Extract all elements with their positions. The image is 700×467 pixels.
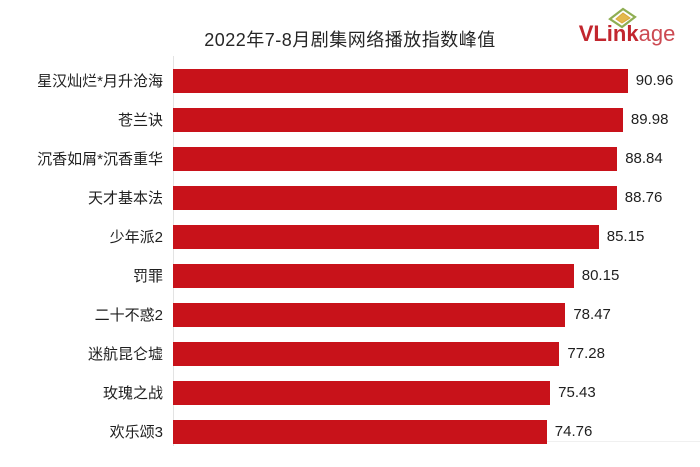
chart-row: 玫瑰之战 75.43 — [0, 373, 700, 412]
chart-row: 欢乐颂3 74.76 — [0, 412, 700, 451]
vlinkage-logo: VLinkage — [568, 6, 686, 45]
bar — [173, 341, 560, 366]
bar-value-label: 89.98 — [630, 111, 669, 128]
bar-category-label: 迷航昆仑墟 — [87, 346, 163, 363]
bar-chart: 星汉灿烂*月升沧海 90.96 苍兰诀 89.98 沉香如屑*沉香重华 88.8… — [0, 56, 700, 451]
bar — [173, 146, 618, 171]
bar-value-label: 85.15 — [606, 228, 645, 245]
bar-value-label: 74.76 — [554, 423, 593, 440]
logo-text-bold: VLink — [578, 21, 639, 46]
bar-category-label: 罚罪 — [132, 268, 163, 285]
chart-row: 星汉灿烂*月升沧海 90.96 — [0, 61, 700, 100]
bar-value-label: 88.76 — [624, 189, 663, 206]
chart-row: 沉香如屑*沉香重华 88.84 — [0, 139, 700, 178]
chart-row: 天才基本法 88.76 — [0, 178, 700, 217]
chart-title: 2022年7-8月剧集网络播放指数峰值 — [204, 30, 496, 50]
bar-value-label: 78.47 — [573, 306, 611, 323]
y-axis-line — [173, 56, 174, 446]
chart-row: 二十不惑2 78.47 — [0, 295, 700, 334]
bar-value-label: 80.15 — [581, 267, 620, 284]
bar-category-label: 天才基本法 — [87, 190, 163, 207]
chart-row: 迷航昆仑墟 77.28 — [0, 334, 700, 373]
bar-category-label: 玫瑰之战 — [102, 385, 163, 402]
bar-category-label: 二十不惑2 — [94, 307, 163, 324]
bar-category-label: 苍兰诀 — [117, 112, 163, 129]
chart-header: 2022年7-8月剧集网络播放指数峰值 VLinkage — [0, 0, 700, 61]
bar — [173, 419, 547, 444]
bar — [173, 68, 628, 93]
bar-category-label: 欢乐颂3 — [109, 424, 163, 441]
bar — [173, 185, 617, 210]
bar — [173, 263, 574, 288]
envelope-icon — [608, 7, 637, 29]
vlinkage-logo-text: VLinkage — [568, 23, 686, 45]
bar — [173, 380, 551, 405]
bar — [173, 224, 599, 249]
chart-row: 罚罪 80.15 — [0, 256, 700, 295]
logo-text-light: age — [638, 21, 676, 46]
bar — [173, 107, 623, 132]
bar-category-label: 沉香如屑*沉香重华 — [37, 151, 163, 168]
bar-value-label: 77.28 — [567, 345, 605, 362]
bar — [173, 302, 566, 327]
bar-value-label: 90.96 — [635, 72, 674, 89]
chart-row: 少年派2 85.15 — [0, 217, 700, 256]
chart-row: 苍兰诀 89.98 — [0, 100, 700, 139]
bar-value-label: 75.43 — [558, 384, 596, 401]
bar-category-label: 少年派2 — [109, 229, 163, 246]
bar-category-label: 星汉灿烂*月升沧海 — [37, 73, 163, 90]
bar-value-label: 88.84 — [625, 150, 663, 167]
